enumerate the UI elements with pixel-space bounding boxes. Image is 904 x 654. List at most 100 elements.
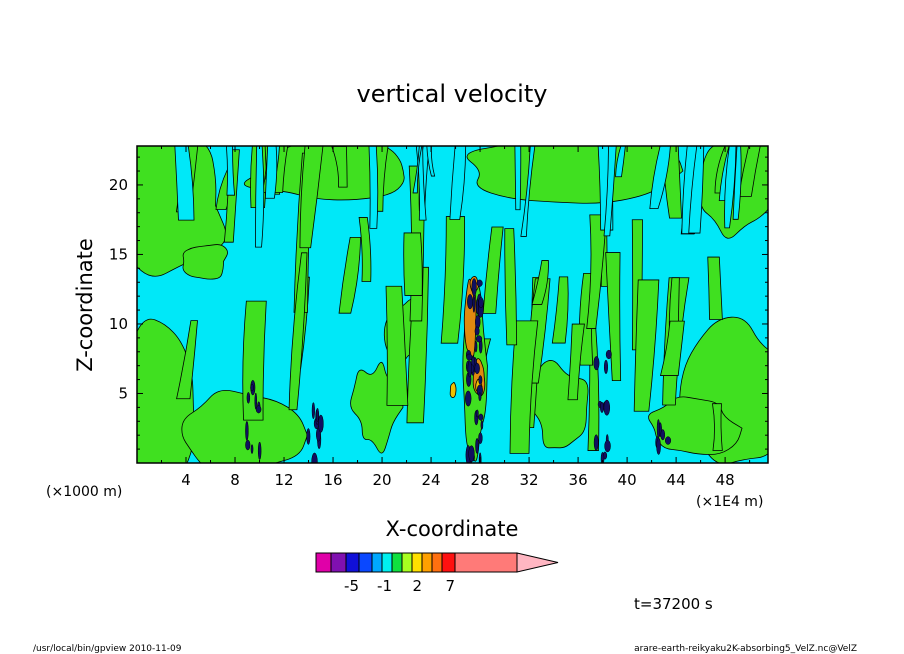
downdraft-column: [311, 452, 318, 463]
x-unit-left: (×1000 m): [46, 484, 122, 500]
colorbar-tick-label: -1: [377, 577, 392, 595]
x-tick-label: 12: [274, 471, 293, 489]
downdraft-column: [478, 375, 483, 385]
colorbar-swatch: [411, 552, 423, 573]
downdraft-column: [306, 428, 311, 445]
weak-region-streak: [426, 146, 436, 177]
updraft-streak: [738, 146, 761, 197]
downdraft-column: [475, 409, 479, 418]
downdraft-column: [245, 420, 249, 441]
weak-region-streak: [732, 146, 742, 220]
peak-updraft: [449, 382, 457, 398]
colorbar-swatch: [421, 552, 433, 573]
colorbar-swatch: [358, 552, 373, 573]
downdraft-column: [475, 335, 483, 343]
downdraft-column: [600, 401, 604, 413]
weak-region-streak: [264, 146, 278, 199]
updraft-streak: [707, 256, 723, 320]
x-axis: 4 8 12 16 20 24 28 32 36 40 44 48: [161, 146, 751, 489]
downdraft-column: [478, 413, 484, 421]
downdraft-column: [603, 399, 611, 416]
updraft-region: [182, 244, 228, 280]
downdraft-column: [474, 340, 478, 353]
weak-region-streak: [412, 146, 423, 194]
downdraft-column: [467, 360, 472, 378]
updraft-streak: [567, 323, 585, 401]
weak-region-streak: [520, 146, 536, 237]
updraft-streak: [712, 403, 723, 451]
colorbar-arrow: [516, 552, 559, 573]
downdraft-column: [480, 420, 484, 430]
colorbar-tick-label: 7: [445, 577, 455, 595]
downdraft-column: [466, 353, 473, 361]
downdraft-column: [660, 429, 666, 441]
plot-area: [136, 145, 769, 464]
colorbar-swatch: [431, 552, 443, 573]
updraft-streak: [551, 276, 569, 344]
colorbar-swatch: [330, 552, 347, 573]
updraft-streak: [633, 279, 660, 412]
updraft-streak: [605, 252, 622, 381]
downdraft-column: [478, 432, 483, 444]
updraft-streak: [176, 320, 198, 400]
downdraft-column: [605, 349, 612, 360]
weak-region-streak: [724, 146, 737, 229]
x-tick-label: 36: [569, 471, 588, 489]
x-tick-label: 20: [373, 471, 392, 489]
updraft-streak: [482, 226, 504, 314]
downdraft-column: [593, 356, 600, 371]
x-tick-label: 28: [471, 471, 490, 489]
updraft-streak: [440, 216, 466, 344]
y-tick-label: 20: [109, 176, 128, 194]
downdraft-column: [465, 390, 472, 407]
footer-right: arare-earth-reikyaku2K-absorbing5_VelZ.n…: [634, 644, 857, 654]
x-unit-right: (×1E4 m): [696, 494, 763, 510]
downdraft-column: [665, 436, 672, 445]
time-label: t=37200 s: [634, 595, 713, 613]
x-tick-label: 16: [323, 471, 342, 489]
weak-region-streak: [226, 146, 235, 196]
downdraft-column: [254, 392, 258, 410]
colorbar-swatch: [441, 552, 456, 573]
plot-frame: [136, 145, 769, 464]
updraft-streak: [385, 285, 409, 406]
colorbar-swatch: [454, 552, 518, 573]
downdraft-column: [250, 444, 254, 454]
weak-region-streak: [649, 146, 671, 210]
downdraft-column: [311, 402, 315, 420]
updraft-region: [137, 318, 195, 463]
colorbar-swatch: [345, 552, 360, 573]
updraft-streak: [531, 260, 549, 305]
colorbar-swatch: [371, 552, 383, 573]
weak-region-streak: [449, 146, 467, 220]
colorbar: -5 -1 2 7: [315, 552, 559, 595]
x-tick-label: 4: [181, 471, 191, 489]
updraft-streak: [659, 320, 685, 376]
downdraft-column: [318, 414, 324, 433]
weak-region-streak: [603, 146, 617, 237]
downdraft-column: [476, 279, 483, 287]
downdraft-column: [478, 297, 484, 309]
downdraft-column: [603, 359, 608, 374]
downdraft-column: [475, 315, 481, 329]
downdraft-column: [468, 445, 475, 463]
colorbar-swatch: [391, 552, 403, 573]
updraft-streak: [358, 217, 372, 282]
downdraft-column: [471, 278, 477, 297]
updraft-region: [466, 146, 684, 204]
downdraft-column: [656, 419, 660, 439]
x-tick-label: 40: [618, 471, 637, 489]
y-tick-label: 15: [109, 245, 128, 263]
downdraft-column: [475, 299, 479, 315]
weak-region-streak: [615, 146, 626, 178]
updraft-streak: [223, 149, 240, 243]
weak-region-streak: [514, 146, 522, 211]
footer-left: /usr/local/bin/gpview 2010-11-09: [33, 644, 182, 654]
weak-region-streak: [368, 146, 379, 229]
updraft-streak: [504, 228, 518, 346]
updraft-streak: [403, 232, 423, 296]
x-tick-label: 48: [716, 471, 735, 489]
downdraft-column: [604, 439, 611, 453]
downdraft-column: [257, 441, 262, 460]
